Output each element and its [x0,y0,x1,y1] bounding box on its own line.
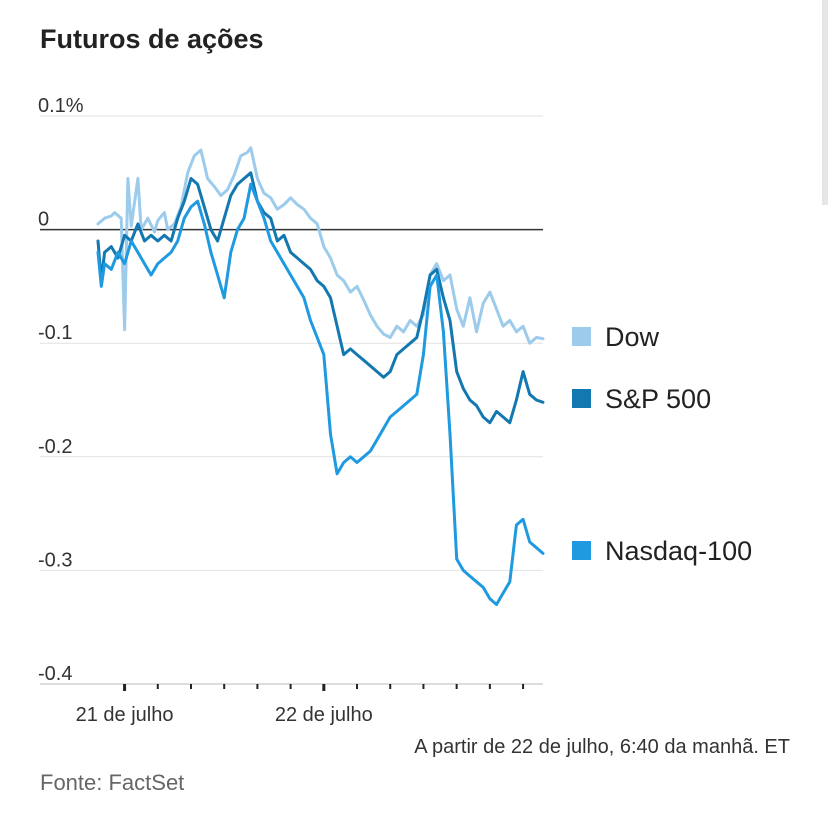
legend-label: Nasdaq-100 [605,536,752,566]
legend-label: Dow [605,322,660,352]
legend-label: S&P 500 [605,384,711,414]
grid-lines [40,115,543,685]
x-tick-labels: 21 de julho 22 de julho [76,704,373,726]
source-credit: Fonte: FactSet [40,770,185,795]
data-lines [96,146,545,606]
y-tick-label: -0.1 [38,322,72,344]
legend: Dow S&P 500 Nasdaq-100 [572,322,752,566]
legend-swatch [572,541,591,560]
series-line-1 [96,171,545,425]
y-tick-labels: 0.1% 0 -0.1 -0.2 -0.3 -0.4 [38,95,84,685]
x-axis [40,683,543,691]
timestamp-note: A partir de 22 de julho, 6:40 da manhã. … [414,736,790,758]
x-tick-label: 22 de julho [275,704,373,726]
y-tick-label: -0.4 [38,663,72,685]
y-tick-label: 0 [38,209,49,231]
y-tick-label: 0.1% [38,95,84,117]
y-tick-label: -0.2 [38,436,72,458]
scrollbar[interactable] [822,0,828,205]
series-line-0 [96,146,545,345]
legend-swatch [572,327,591,346]
x-tick-label: 21 de julho [76,704,174,726]
chart-title: Futuros de ações [40,24,264,54]
y-tick-label: -0.3 [38,549,72,571]
series-line-2 [96,182,545,606]
legend-swatch [572,389,591,408]
